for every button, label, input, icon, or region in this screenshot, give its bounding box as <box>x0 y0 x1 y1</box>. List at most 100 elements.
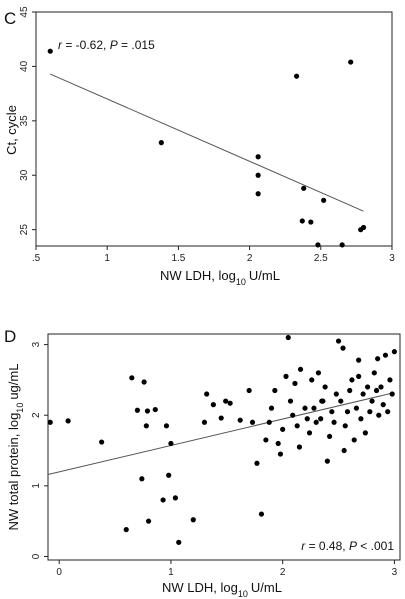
panel-d-point <box>364 384 371 390</box>
panel-c-y-axis-title: Ct, cycle <box>4 105 19 155</box>
panel-d-point <box>296 444 303 450</box>
panel-d-point <box>166 472 172 478</box>
panel-d-point <box>331 419 337 425</box>
panel-d-point <box>227 400 233 406</box>
panel-d: D 0 1 2 3 0 1 2 3 r = 0.48, P < .001 NW LDH, l… <box>4 327 401 599</box>
panel-c-x-tick-label: 1 <box>104 253 110 264</box>
panel-d-x-tick-label: 2 <box>280 567 286 578</box>
panel-c-x-ticks: .5 1 1.5 2 2.5 3 <box>32 246 395 264</box>
panel-d-annotation-r-value: = 0.48, <box>305 539 349 553</box>
panel-d-point <box>249 419 256 425</box>
panel-d-point <box>327 433 333 440</box>
panel-d-point <box>141 379 147 385</box>
panel-d-point <box>376 412 382 418</box>
panel-c-x-tick-label: 1.5 <box>171 253 185 264</box>
panel-c-x-tick-label: 2 <box>247 253 253 264</box>
panel-d-point <box>351 437 357 443</box>
panel-d-point <box>129 375 135 381</box>
panel-d-point <box>266 419 272 425</box>
panel-d-annotation-p: P <box>349 539 357 553</box>
panel-c-point <box>339 242 345 248</box>
panel-d-point <box>268 405 275 411</box>
panel-c-point <box>315 242 321 248</box>
panel-d-y-tick-label: 3 <box>31 341 42 347</box>
panel-d-point <box>168 440 174 447</box>
panel-d-point <box>152 406 158 413</box>
panel-d-y-title-unit: ug/mL <box>6 364 21 400</box>
panel-d-point <box>144 408 151 414</box>
panel-d-x-tick-label: 1 <box>168 567 174 578</box>
panel-d-point <box>201 419 208 425</box>
panel-d-point <box>283 373 289 379</box>
panel-d-annotation-r: r <box>301 539 306 553</box>
panel-d-points <box>47 334 398 545</box>
panel-c-plot-frame <box>35 11 393 247</box>
panel-c: C .5 1 1.5 2 2.5 3 25 30 35 40 45 r = -0.62, P = … <box>4 6 395 287</box>
panel-d-point <box>172 495 178 501</box>
panel-d-point <box>275 440 281 447</box>
panel-d-point <box>306 430 313 436</box>
panel-d-point <box>335 338 342 344</box>
panel-d-point <box>319 398 325 404</box>
panel-d-y-axis-title: NW total protein, log10 ug/mL <box>6 364 25 531</box>
panel-d-point <box>356 373 362 379</box>
panel-c-y-ticks: 25 30 35 40 45 <box>19 6 36 235</box>
panel-d-point <box>360 391 366 397</box>
panel-c-annotation-p: P <box>110 38 118 52</box>
panel-d-point <box>163 423 170 429</box>
panel-c-letter: C <box>4 9 16 28</box>
panel-d-point <box>387 377 393 383</box>
panel-d-point <box>254 460 260 466</box>
panel-d-point <box>176 539 182 545</box>
panel-d-point <box>277 451 284 457</box>
panel-c-point <box>47 48 53 54</box>
panel-d-point <box>263 437 269 443</box>
panel-d-point <box>375 356 381 362</box>
panel-d-point <box>324 458 330 464</box>
panel-d-point <box>258 511 265 517</box>
panel-d-point <box>285 334 291 341</box>
panel-d-point <box>190 517 196 523</box>
panel-d-point <box>318 416 324 422</box>
panel-d-point <box>329 409 335 415</box>
panel-c-y-tick-label: 25 <box>19 224 30 236</box>
panel-d-point <box>311 405 317 411</box>
panel-c-annotation-r-value: = -0.62, <box>62 38 110 52</box>
panel-d-point <box>371 370 377 376</box>
panel-d-point <box>47 419 53 425</box>
panel-c-point <box>255 154 261 160</box>
panel-d-annotation: r = 0.48, P < .001 <box>301 539 394 553</box>
panel-d-point <box>210 402 216 408</box>
panel-d-x-tick-label: 0 <box>56 567 62 578</box>
panel-d-point <box>333 391 339 397</box>
panel-d-point <box>344 409 351 415</box>
panel-c-x-tick-label: 3 <box>389 253 395 264</box>
panel-d-y-tick-label: 1 <box>31 483 42 489</box>
panel-d-point <box>347 387 353 394</box>
panel-d-point <box>349 377 355 383</box>
panel-c-point <box>255 172 261 178</box>
panel-d-point <box>302 405 308 411</box>
panel-d-point <box>294 423 300 429</box>
panel-d-point <box>362 430 368 436</box>
panel-d-fit-line <box>47 392 395 476</box>
panel-d-point <box>246 387 252 394</box>
panel-d-point <box>297 366 304 372</box>
panel-d-annotation-p-value: < .001 <box>357 539 394 553</box>
panel-d-point <box>134 407 140 413</box>
panel-c-points <box>47 48 367 248</box>
panel-d-point <box>389 391 395 397</box>
panel-c-y-tick-label: 30 <box>19 169 30 181</box>
panel-d-point <box>353 405 360 411</box>
panel-d-y-title-main: NW total protein, log <box>6 413 21 531</box>
panel-d-point <box>367 409 373 415</box>
panel-c-point <box>158 140 164 146</box>
panel-c-point <box>301 185 307 191</box>
panel-d-point <box>373 387 380 394</box>
panel-d-point <box>139 476 145 482</box>
panel-d-point <box>223 398 229 404</box>
panel-d-point <box>143 423 149 429</box>
panel-c-point <box>293 73 300 79</box>
panel-d-x-tick-label: 3 <box>392 567 398 578</box>
